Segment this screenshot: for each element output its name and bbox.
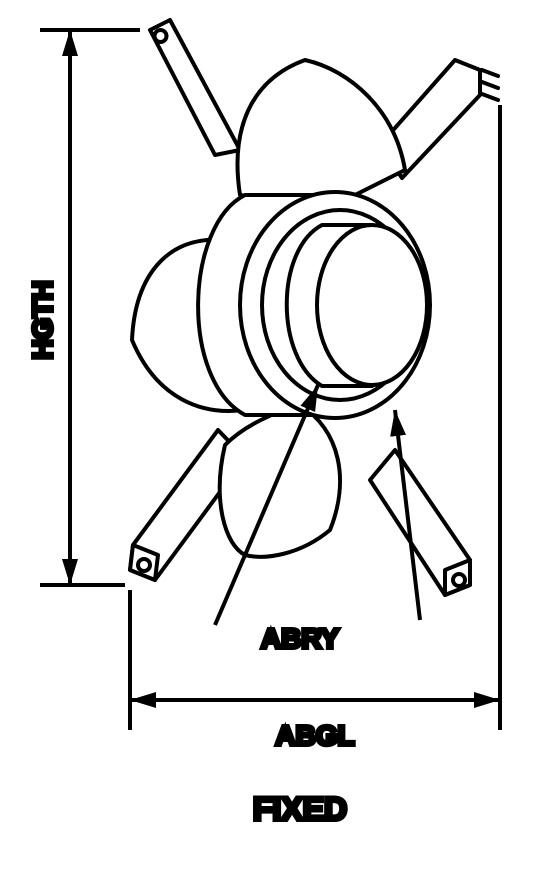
hub-cap-face [317,225,427,385]
fan-blade-top [238,60,405,205]
label-hgth: HGTH [27,280,58,359]
diagram-title: FIXED [253,791,347,827]
fan-assembly-figure [130,20,498,595]
label-abry: ABRY [261,623,340,654]
label-abgl: ABGL [275,720,354,751]
fan-blade-bottom [220,405,340,557]
